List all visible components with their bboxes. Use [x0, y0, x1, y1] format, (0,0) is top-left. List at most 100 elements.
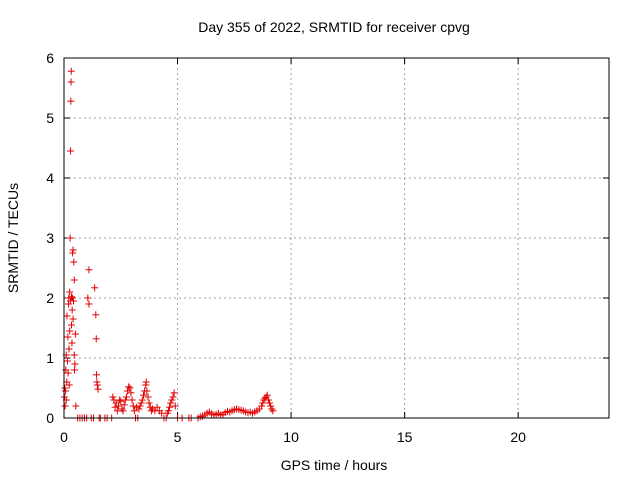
data-point	[266, 399, 274, 407]
data-point	[92, 371, 100, 379]
data-point	[70, 297, 78, 305]
x-tick-label: 5	[174, 429, 182, 445]
data-point	[144, 393, 152, 401]
data-point	[69, 246, 77, 254]
data-point	[70, 258, 78, 266]
data-point	[168, 396, 176, 404]
y-axis-label: SRMTID / TECUs	[5, 183, 21, 293]
data-point	[264, 396, 272, 404]
data-point	[115, 402, 122, 410]
data-point	[267, 402, 275, 410]
data-point	[63, 312, 71, 320]
data-point	[128, 396, 136, 404]
data-point	[136, 402, 144, 410]
x-tick-label: 15	[397, 429, 413, 445]
data-point	[64, 369, 72, 377]
y-tick-label: 5	[46, 110, 54, 126]
data-point	[109, 393, 117, 401]
data-point	[66, 327, 74, 335]
data-point	[129, 402, 137, 410]
data-point	[138, 396, 146, 404]
y-tick-label: 4	[46, 170, 54, 186]
data-point	[118, 405, 126, 413]
data-point	[65, 381, 73, 389]
data-point	[135, 405, 143, 413]
data-point	[67, 67, 75, 75]
data-point	[145, 399, 153, 407]
data-point	[72, 402, 80, 410]
data-point	[66, 234, 74, 242]
data-point	[126, 384, 134, 392]
data-point	[92, 335, 100, 343]
x-tick-label: 0	[60, 429, 68, 445]
data-point	[69, 315, 77, 323]
data-point	[259, 399, 267, 407]
data-point	[68, 294, 76, 302]
data-point	[169, 393, 177, 401]
data-point	[64, 333, 72, 341]
data-point	[67, 78, 75, 86]
data-point	[91, 284, 99, 292]
data-point	[71, 330, 79, 338]
y-tick-label: 6	[46, 50, 54, 66]
data-point	[94, 385, 102, 393]
data-point	[125, 383, 133, 391]
data-point	[142, 378, 150, 386]
data-point	[166, 403, 174, 411]
data-point	[164, 407, 172, 415]
axis-ticks: 0 5 10 15 20 0 1 2 3 4 5 6	[46, 50, 609, 445]
data-point	[65, 300, 73, 308]
data-point	[85, 300, 93, 308]
data-point	[120, 401, 128, 409]
data-point	[67, 293, 75, 301]
data-point	[121, 396, 129, 404]
data-point	[65, 345, 73, 353]
data-point	[66, 288, 74, 296]
data-point	[61, 402, 69, 410]
data-point	[84, 294, 92, 302]
data-point	[85, 266, 93, 274]
y-tick-label: 0	[46, 410, 54, 426]
data-point	[71, 360, 79, 368]
data-point	[70, 276, 78, 284]
data-point	[67, 97, 75, 105]
grid-lines	[64, 58, 609, 418]
x-tick-label: 20	[510, 429, 526, 445]
y-tick-label: 1	[46, 350, 54, 366]
y-tick-label: 3	[46, 230, 54, 246]
data-point	[263, 391, 271, 399]
plot-frame	[63, 57, 610, 419]
x-tick-label: 10	[283, 429, 299, 445]
data-point	[70, 351, 78, 359]
data-point	[268, 405, 276, 413]
data-point	[153, 403, 161, 411]
data-point	[130, 407, 138, 415]
data-point	[127, 389, 135, 397]
data-point	[93, 381, 101, 389]
data-point	[92, 311, 100, 319]
data-point	[143, 387, 151, 395]
chart-title: Day 355 of 2022, SRMTID for receiver cpv…	[198, 19, 470, 35]
data-point	[68, 339, 76, 347]
data-point	[171, 402, 179, 410]
data-point	[111, 403, 119, 411]
y-tick-label: 2	[46, 290, 54, 306]
x-axis-label: GPS time / hours	[281, 457, 388, 473]
data-point	[67, 147, 75, 155]
data-point	[269, 407, 277, 415]
data-point	[167, 399, 175, 407]
data-point	[137, 399, 145, 407]
data-point	[139, 391, 147, 399]
data-point	[70, 366, 78, 374]
data-points	[60, 67, 277, 422]
data-point	[62, 387, 70, 395]
data-point	[119, 407, 127, 415]
data-point	[258, 402, 266, 410]
data-point	[68, 306, 76, 314]
data-point	[61, 384, 69, 392]
data-point	[67, 321, 75, 329]
data-point	[170, 389, 178, 397]
data-point	[117, 397, 125, 405]
data-point	[63, 357, 71, 365]
